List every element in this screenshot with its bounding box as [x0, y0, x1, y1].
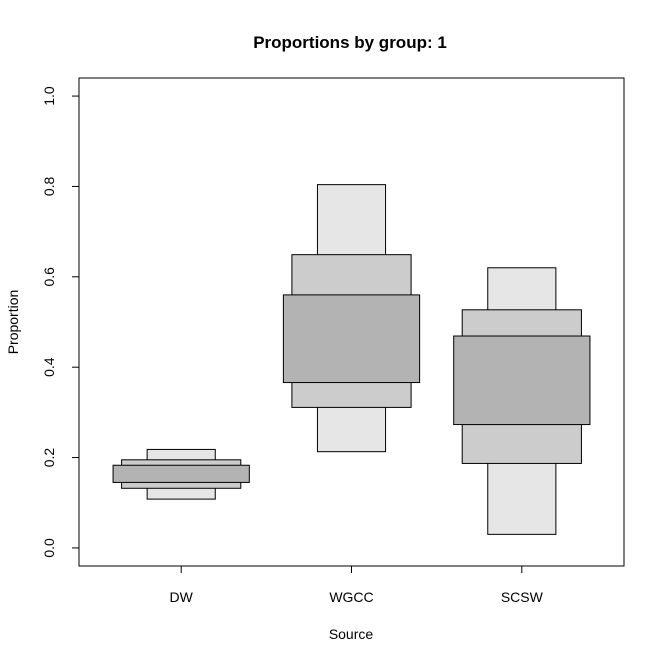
y-axis-label: Proportion	[5, 290, 21, 355]
y-axis: 0.0 0.2 0.4 0.6 0.8 1.0	[41, 86, 80, 558]
band-inner-scsw	[453, 335, 591, 426]
y-tick-label: 0.4	[41, 357, 57, 377]
x-tick-label: DW	[170, 589, 194, 605]
y-tick-label: 0.8	[41, 177, 57, 197]
x-tick-label: WGCC	[329, 589, 373, 605]
chart-title: Proportions by group: 1	[253, 33, 447, 52]
y-tick-label: 0.2	[41, 448, 57, 468]
band-inner-wgcc	[282, 294, 421, 384]
y-tick-label: 0.0	[41, 538, 57, 558]
x-tick-label: SCSW	[501, 589, 544, 605]
x-axis-label: Source	[329, 626, 374, 642]
y-tick-label: 0.6	[41, 267, 57, 287]
bands-layer	[112, 184, 591, 535]
x-axis: DW WGCC SCSW	[170, 565, 544, 605]
band-inner-dw	[112, 464, 250, 483]
y-tick-label: 1.0	[41, 86, 57, 106]
